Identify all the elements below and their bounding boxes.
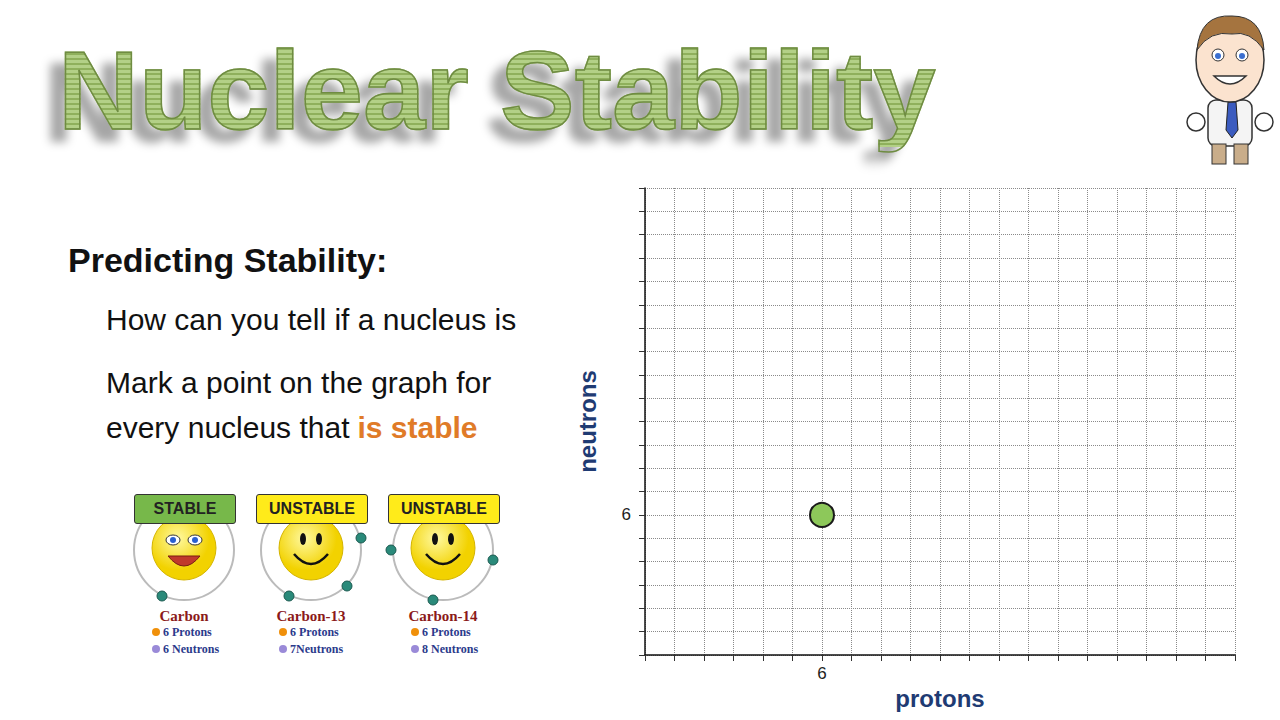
html-text:UNSTABLE: UNSTABLE [269,500,355,517]
html-text:8 Neutrons: 8 Neutrons [422,642,479,656]
html-text:Carbon-13: Carbon-13 [276,608,346,624]
html-text:6 Neutrons: 6 Neutrons [163,642,220,656]
svg-text:6: 6 [622,505,631,524]
html-text:6 Protons: 6 Protons [422,625,471,639]
html-text:Carbon: Carbon [159,608,209,624]
html-text:6 Protons: 6 Protons [163,625,212,639]
html-text:How can you tell if a nucleus: How can you tell if a nucleus is [106,303,517,336]
html-text:7Neutrons: 7Neutrons [290,642,344,656]
svg-text:6: 6 [817,664,826,683]
html-text:6 Protons: 6 Protons [290,625,339,639]
html-text:Carbon-14: Carbon-14 [408,608,478,624]
svg-text:protons: protons [895,685,984,712]
html-text:every nucleus that is stable: every nucleus that is stable [106,411,478,444]
html-text:UNSTABLE: UNSTABLE [401,500,487,517]
svg-text:neutrons: neutrons [574,370,601,473]
html-text:Mark a point on the graph for: Mark a point on the graph for [106,366,492,399]
html-text:STABLE: STABLE [153,500,217,517]
html-text:Predicting Stability:: Predicting Stability: [68,241,388,279]
html-text:Nuclear Stability: Nuclear Stability [58,28,936,153]
